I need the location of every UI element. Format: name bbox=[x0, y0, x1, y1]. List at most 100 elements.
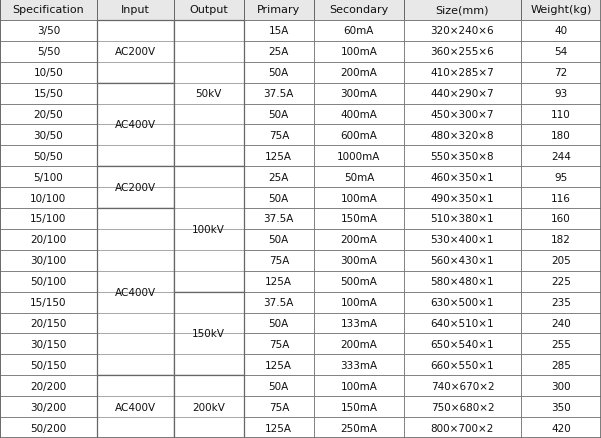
Bar bbox=[244, 83, 314, 104]
Bar bbox=[97, 146, 174, 167]
Text: 10/50: 10/50 bbox=[34, 68, 63, 78]
Text: 37.5A: 37.5A bbox=[264, 297, 294, 307]
Text: 560×430×1: 560×430×1 bbox=[431, 256, 494, 266]
Text: 360×255×6: 360×255×6 bbox=[430, 47, 494, 57]
Bar bbox=[314, 83, 404, 104]
Text: 200mA: 200mA bbox=[341, 235, 377, 245]
Text: 100kV: 100kV bbox=[192, 224, 225, 234]
Bar bbox=[174, 167, 244, 188]
Text: Size(mm): Size(mm) bbox=[436, 5, 489, 15]
Bar bbox=[404, 396, 521, 417]
Bar bbox=[244, 125, 314, 146]
Text: 100mA: 100mA bbox=[341, 193, 377, 203]
Text: 510×380×1: 510×380×1 bbox=[431, 214, 494, 224]
Text: 50mA: 50mA bbox=[344, 172, 374, 182]
Text: 50A: 50A bbox=[269, 68, 289, 78]
Text: 200mA: 200mA bbox=[341, 339, 377, 349]
Text: 740×670×2: 740×670×2 bbox=[431, 381, 494, 391]
Bar bbox=[174, 292, 244, 375]
Bar bbox=[97, 250, 174, 271]
Bar bbox=[0, 104, 97, 125]
Text: 244: 244 bbox=[551, 152, 571, 162]
Bar bbox=[0, 334, 97, 355]
Text: 480×320×8: 480×320×8 bbox=[431, 131, 494, 141]
Text: 100mA: 100mA bbox=[341, 47, 377, 57]
Bar bbox=[404, 63, 521, 83]
Text: 10/100: 10/100 bbox=[30, 193, 67, 203]
Text: 75A: 75A bbox=[269, 402, 289, 412]
Bar bbox=[244, 292, 314, 313]
Bar bbox=[314, 42, 404, 63]
Bar bbox=[404, 104, 521, 125]
Bar bbox=[0, 63, 97, 83]
Text: 125A: 125A bbox=[265, 152, 292, 162]
Bar bbox=[314, 208, 404, 230]
Text: 320×240×6: 320×240×6 bbox=[431, 26, 494, 36]
Bar bbox=[174, 292, 244, 313]
Text: 640×510×1: 640×510×1 bbox=[431, 318, 494, 328]
Bar bbox=[404, 208, 521, 230]
Bar bbox=[174, 42, 244, 63]
Text: 75A: 75A bbox=[269, 131, 289, 141]
Text: 460×350×1: 460×350×1 bbox=[431, 172, 494, 182]
Bar bbox=[314, 396, 404, 417]
Bar bbox=[314, 417, 404, 438]
Bar bbox=[97, 42, 174, 63]
Bar bbox=[97, 167, 174, 208]
Bar bbox=[0, 292, 97, 313]
Text: Input: Input bbox=[121, 5, 150, 15]
Text: 300mA: 300mA bbox=[341, 256, 377, 266]
Bar bbox=[174, 63, 244, 83]
Bar bbox=[244, 42, 314, 63]
Text: 50/100: 50/100 bbox=[30, 276, 67, 286]
Bar bbox=[244, 396, 314, 417]
Bar bbox=[97, 167, 174, 188]
Text: AC200V: AC200V bbox=[115, 183, 156, 193]
Text: 30/50: 30/50 bbox=[34, 131, 63, 141]
Bar bbox=[97, 334, 174, 355]
Bar bbox=[97, 21, 174, 83]
Text: 660×550×1: 660×550×1 bbox=[431, 360, 494, 370]
Text: 550×350×8: 550×350×8 bbox=[431, 152, 494, 162]
Bar bbox=[97, 292, 174, 313]
Bar bbox=[174, 396, 244, 417]
Bar bbox=[521, 313, 601, 334]
Bar bbox=[97, 83, 174, 167]
Text: 20/200: 20/200 bbox=[30, 381, 67, 391]
Text: 50A: 50A bbox=[269, 193, 289, 203]
Text: 800×700×2: 800×700×2 bbox=[431, 423, 494, 433]
Bar bbox=[97, 63, 174, 83]
Bar bbox=[97, 104, 174, 125]
Text: 20/150: 20/150 bbox=[30, 318, 67, 328]
Bar bbox=[174, 334, 244, 355]
Text: Output: Output bbox=[189, 5, 228, 15]
Text: AC400V: AC400V bbox=[115, 287, 156, 297]
Text: 37.5A: 37.5A bbox=[264, 214, 294, 224]
Bar bbox=[97, 208, 174, 230]
Bar bbox=[0, 271, 97, 292]
Text: 500mA: 500mA bbox=[341, 276, 377, 286]
Bar bbox=[314, 0, 404, 21]
Bar bbox=[404, 375, 521, 396]
Bar bbox=[174, 21, 244, 42]
Bar bbox=[174, 355, 244, 375]
Text: Weight(kg): Weight(kg) bbox=[530, 5, 591, 15]
Text: 250mA: 250mA bbox=[340, 423, 377, 433]
Bar bbox=[174, 292, 244, 375]
Text: 30/150: 30/150 bbox=[30, 339, 67, 349]
Text: 72: 72 bbox=[554, 68, 567, 78]
Text: Specification: Specification bbox=[13, 5, 84, 15]
Bar bbox=[404, 417, 521, 438]
Bar bbox=[404, 42, 521, 63]
Text: 100mA: 100mA bbox=[341, 297, 377, 307]
Bar bbox=[521, 167, 601, 188]
Text: 50A: 50A bbox=[269, 318, 289, 328]
Text: 400mA: 400mA bbox=[341, 110, 377, 120]
Bar bbox=[244, 104, 314, 125]
Text: 5/50: 5/50 bbox=[37, 47, 60, 57]
Text: 180: 180 bbox=[551, 131, 571, 141]
Text: 150mA: 150mA bbox=[340, 402, 377, 412]
Bar bbox=[97, 396, 174, 417]
Bar bbox=[314, 146, 404, 167]
Bar bbox=[174, 375, 244, 438]
